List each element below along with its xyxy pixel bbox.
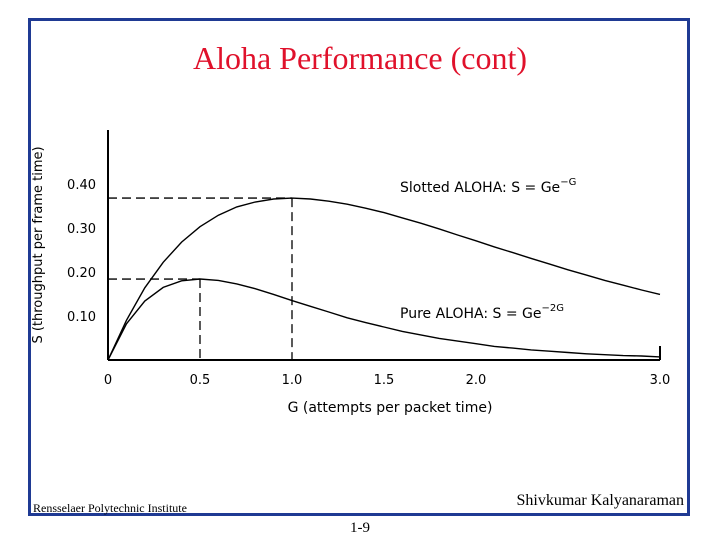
x-tick-label: 1.5 <box>374 373 395 388</box>
series-line-slotted-aloha <box>107 197 661 361</box>
x-axis-label: G (attempts per packet time) <box>288 400 493 416</box>
series-label-exponent: −2G <box>541 303 564 314</box>
y-tick-label: 0.40 <box>67 178 96 193</box>
series-label-slotted-aloha: Slotted ALOHA: S = Ge−G <box>400 177 576 196</box>
slide-title: Aloha Performance (cont) <box>192 40 528 76</box>
reference-lines <box>108 197 293 360</box>
series-labels: Slotted ALOHA: S = Ge−G Pure ALOHA: S = G… <box>400 177 576 322</box>
x-tick-label: 0.5 <box>190 373 211 388</box>
chart-curves <box>107 197 661 361</box>
y-tick-label: 0.30 <box>67 222 96 237</box>
chart-axes <box>107 130 661 361</box>
x-tick-label: 3.0 <box>650 373 671 388</box>
y-tick-label: 0.10 <box>67 310 96 325</box>
x-tick-label: 1.0 <box>282 373 303 388</box>
author-name: Shivkumar Kalyanaraman <box>516 492 685 509</box>
x-tick-label: 0 <box>104 373 112 388</box>
chart-ticks: 0 0.5 1.0 1.5 2.0 3.0 0.10 0.20 0.30 0.40 <box>67 178 670 388</box>
institution-name: Rensselaer Polytechnic Institute <box>33 501 187 515</box>
y-tick-label: 0.20 <box>67 266 96 281</box>
x-tick-label: 2.0 <box>466 373 487 388</box>
y-axis-label: S (throughput per frame time) <box>31 146 46 343</box>
slide-frame <box>28 18 690 516</box>
series-line-pure-aloha <box>107 278 661 361</box>
page-number: 1-9 <box>350 520 370 536</box>
series-label-exponent: −G <box>560 177 576 188</box>
series-label-pure-aloha: Pure ALOHA: S = Ge−2G <box>400 303 564 322</box>
